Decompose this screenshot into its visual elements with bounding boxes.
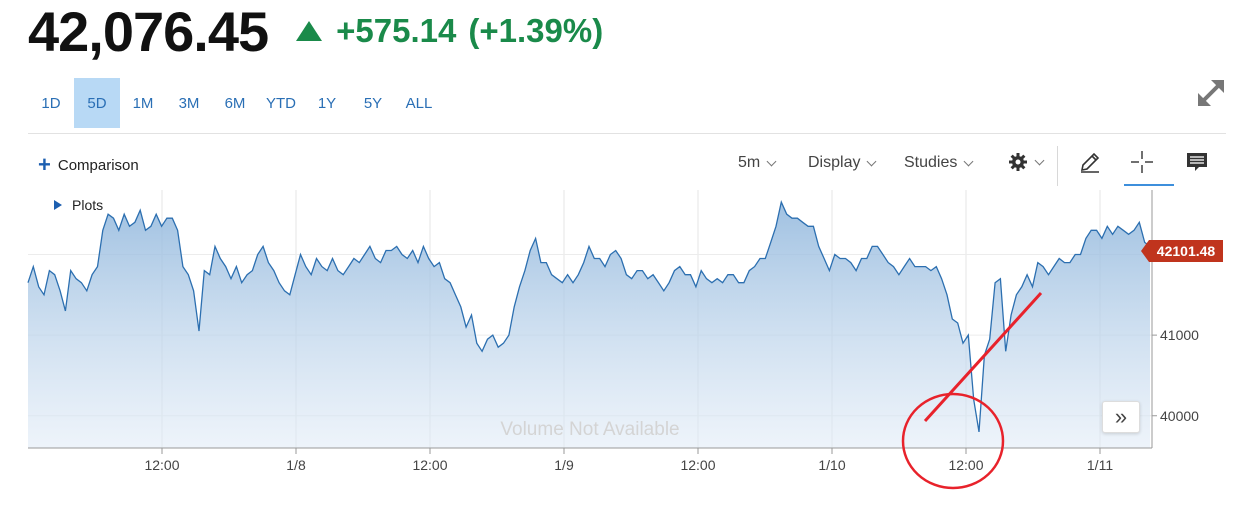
price-change: +575.14 [336,12,457,49]
x-tick-label: 12:00 [144,457,179,473]
x-tick-label: 1/11 [1087,457,1113,473]
last-price-label: 42101.48 [1141,240,1223,262]
double-chevron-right-icon: » [1114,404,1128,429]
x-tick-label: 1/8 [286,457,306,473]
interval-label: 5m [738,154,761,171]
crosshair-icon [1131,151,1153,173]
display-dropdown[interactable]: Display [808,154,877,172]
x-tick-label: 12:00 [948,457,983,473]
range-selector: 1D 5D 1M 3M 6M YTD 1Y 5Y ALL [28,78,442,128]
fullscreen-icon[interactable] [1194,76,1228,110]
range-tab-all[interactable]: ALL [405,94,433,112]
range-tab-1y[interactable]: 1Y [317,94,337,112]
gear-icon [1009,153,1027,171]
active-tool-indicator [1124,184,1174,186]
toolbar-separator [1057,146,1058,186]
crosshair-tool-button[interactable] [1130,150,1154,174]
range-tab-3m[interactable]: 3M [178,94,200,112]
comparison-button[interactable]: + Comparison [38,154,139,176]
range-tab-5d[interactable]: 5D [74,78,120,128]
studies-label: Studies [904,154,958,171]
studies-dropdown[interactable]: Studies [904,154,974,172]
plots-label: Plots [72,197,104,213]
display-label: Display [808,154,861,171]
range-tab-1d[interactable]: 1D [41,94,61,112]
up-arrow-icon [296,21,323,41]
x-tick-label: 12:00 [412,457,447,473]
header-divider [28,133,1226,134]
quote-header: 42,076.45 +575.14 (+1.39%) [28,0,604,63]
y-tick-label: 40000 [1160,408,1199,424]
hand-drawn-annotation [901,291,1043,490]
range-tab-ytd[interactable]: YTD [266,94,296,112]
comparison-label: Comparison [57,156,139,174]
draw-tool-button[interactable] [1078,150,1102,174]
range-tab-6m[interactable]: 6M [224,94,246,112]
chart-toolbar: + Comparison 5m Display Studies [0,140,1249,186]
x-tick-label: 1/10 [818,457,845,473]
range-tab-5y[interactable]: 5Y [363,94,383,112]
y-tick-label: 41000 [1160,327,1199,343]
scroll-to-latest-button[interactable]: » [1102,401,1140,433]
plots-toggle[interactable]: Plots [54,197,103,213]
index-price: 42,076.45 [28,0,269,63]
price-area-fill [28,202,1150,448]
plus-icon: + [38,152,51,177]
expand-triangle-icon [54,200,62,210]
x-tick-label: 12:00 [680,457,715,473]
comments-button[interactable] [1185,150,1209,174]
annotation-line [923,291,1043,423]
settings-dropdown[interactable] [1008,152,1045,172]
volume-not-available-label: Volume Not Available [500,419,679,440]
price-change-percent: (+1.39%) [468,12,604,49]
annotation-circle [901,392,1005,490]
price-line [27,200,1151,433]
range-tab-1m[interactable]: 1M [132,94,154,112]
x-tick-label: 1/9 [554,457,574,473]
comment-icon [1187,153,1207,171]
pencil-icon [1080,152,1100,173]
interval-dropdown[interactable]: 5m [738,154,777,172]
